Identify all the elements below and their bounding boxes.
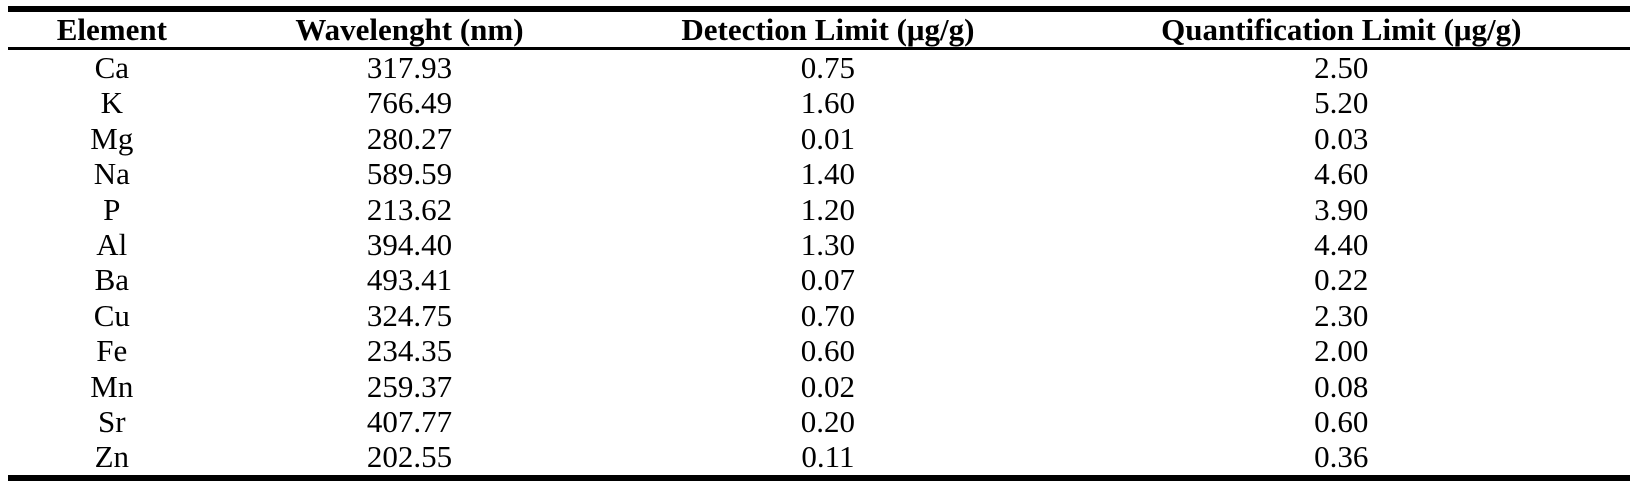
cell-wavelength-nm: 317.93 bbox=[366, 50, 453, 85]
cell-wavelength-nm: 589.59 bbox=[366, 156, 453, 192]
cell-detection-limit: 0.20 bbox=[800, 404, 856, 440]
cell-wavelength-nm: 280.27 bbox=[366, 120, 453, 156]
cell-detection-limit: 1.40 bbox=[800, 156, 856, 192]
cell-wavelength-nm: 766.49 bbox=[366, 85, 453, 121]
cell-wavelength-nm: 394.40 bbox=[366, 227, 453, 263]
cell-element: K bbox=[100, 85, 123, 121]
cell-detection-limit: 0.11 bbox=[801, 439, 855, 475]
cell-quantification-limit: 2.30 bbox=[1314, 297, 1369, 333]
cell-quantification-limit: 4.40 bbox=[1314, 227, 1369, 263]
cell-element: Zn bbox=[94, 439, 130, 475]
cell-element: Sr bbox=[98, 404, 126, 440]
cell-element: P bbox=[103, 191, 121, 227]
limits-table: Element Wavelenght (nm) Detection Limit … bbox=[8, 6, 1630, 481]
cell-quantification-limit: 0.08 bbox=[1314, 368, 1369, 404]
cell-wavelength-nm: 202.55 bbox=[366, 439, 453, 475]
table-row: K 766.49 1.60 5.20 bbox=[8, 85, 1630, 120]
table-row: Na 589.59 1.40 4.60 bbox=[8, 156, 1630, 191]
cell-wavelength-nm: 213.62 bbox=[366, 191, 453, 227]
cell-quantification-limit: 0.60 bbox=[1314, 404, 1369, 440]
cell-detection-limit: 0.02 bbox=[800, 368, 856, 404]
table-row: Mn 259.37 0.02 0.08 bbox=[8, 369, 1630, 404]
cell-detection-limit: 1.30 bbox=[800, 227, 856, 263]
cell-wavelength-nm: 324.75 bbox=[366, 297, 453, 333]
cell-detection-limit: 0.07 bbox=[800, 262, 856, 298]
table-row: Al 394.40 1.30 4.40 bbox=[8, 227, 1630, 262]
table-row: Mg 280.27 0.01 0.03 bbox=[8, 121, 1630, 156]
table-row: Ca 317.93 0.75 2.50 bbox=[8, 49, 1630, 86]
table-row: Cu 324.75 0.70 2.30 bbox=[8, 298, 1630, 333]
cell-element: Na bbox=[93, 156, 130, 192]
cell-detection-limit: 0.60 bbox=[800, 333, 856, 369]
table-row: Zn 202.55 0.11 0.36 bbox=[8, 439, 1630, 477]
table-row: Sr 407.77 0.20 0.60 bbox=[8, 404, 1630, 439]
cell-quantification-limit: 0.03 bbox=[1314, 120, 1369, 156]
header-row: Element Wavelenght (nm) Detection Limit … bbox=[8, 9, 1630, 50]
cell-element: Mn bbox=[90, 368, 134, 404]
cell-quantification-limit: 5.20 bbox=[1314, 85, 1369, 121]
cell-detection-limit: 0.75 bbox=[800, 50, 856, 85]
cell-quantification-limit: 0.36 bbox=[1314, 439, 1369, 475]
table-row: Fe 234.35 0.60 2.00 bbox=[8, 333, 1630, 368]
cell-element: Ba bbox=[94, 262, 130, 298]
table-body: Ca 317.93 0.75 2.50 K 766.49 1.60 5.20 Mg 280.27 0… bbox=[8, 49, 1630, 478]
cell-element: Cu bbox=[93, 297, 130, 333]
table-row: Ba 493.41 0.07 0.22 bbox=[8, 262, 1630, 297]
cell-detection-limit: 0.70 bbox=[800, 297, 856, 333]
cell-quantification-limit: 2.50 bbox=[1314, 50, 1369, 85]
cell-wavelength-nm: 234.35 bbox=[366, 333, 453, 369]
column-header-quantification-limit: Quantification Limit (μg/g) bbox=[1052, 9, 1630, 50]
cell-quantification-limit: 2.00 bbox=[1314, 333, 1369, 369]
column-header-wavelength: Wavelenght (nm) bbox=[215, 9, 604, 50]
limits-table-container: Element Wavelenght (nm) Detection Limit … bbox=[8, 6, 1630, 481]
cell-element: Fe bbox=[96, 333, 128, 369]
cell-wavelength-nm: 259.37 bbox=[366, 368, 453, 404]
cell-detection-limit: 0.01 bbox=[800, 120, 856, 156]
cell-element: Ca bbox=[94, 50, 130, 85]
cell-wavelength-nm: 407.77 bbox=[366, 404, 453, 440]
cell-quantification-limit: 0.22 bbox=[1314, 262, 1369, 298]
cell-quantification-limit: 4.60 bbox=[1314, 156, 1369, 192]
column-header-detection-limit: Detection Limit (μg/g) bbox=[603, 9, 1053, 50]
cell-detection-limit: 1.20 bbox=[800, 191, 856, 227]
column-header-element: Element bbox=[8, 9, 216, 50]
cell-element: Al bbox=[96, 227, 128, 263]
table-row: P 213.62 1.20 3.90 bbox=[8, 192, 1630, 227]
cell-wavelength-nm: 493.41 bbox=[366, 262, 453, 298]
cell-quantification-limit: 3.90 bbox=[1314, 191, 1369, 227]
cell-element: Mg bbox=[90, 120, 134, 156]
cell-detection-limit: 1.60 bbox=[800, 85, 856, 121]
